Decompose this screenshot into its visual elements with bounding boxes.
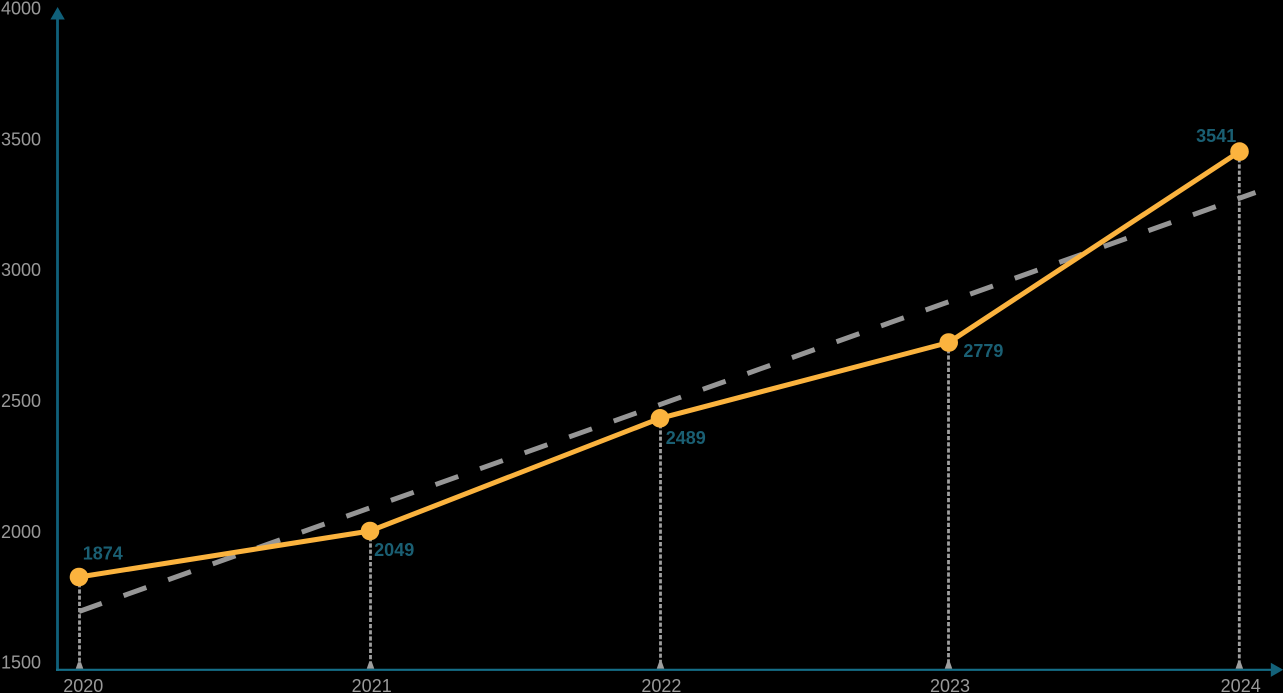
svg-text:1500: 1500 — [1, 653, 41, 673]
svg-text:2500: 2500 — [1, 391, 41, 411]
svg-text:2021: 2021 — [352, 676, 392, 693]
svg-text:2000: 2000 — [1, 522, 41, 542]
svg-text:2779: 2779 — [963, 341, 1003, 361]
svg-text:2022: 2022 — [641, 676, 681, 693]
svg-text:3500: 3500 — [1, 129, 41, 149]
svg-text:2020: 2020 — [63, 676, 103, 693]
svg-text:2049: 2049 — [374, 540, 414, 560]
svg-text:3541: 3541 — [1196, 126, 1236, 146]
svg-text:1874: 1874 — [83, 544, 123, 564]
svg-text:3000: 3000 — [1, 260, 41, 280]
svg-text:2023: 2023 — [930, 676, 970, 693]
svg-text:2024: 2024 — [1221, 676, 1261, 693]
svg-text:4000: 4000 — [1, 0, 41, 19]
svg-text:2489: 2489 — [666, 428, 706, 448]
